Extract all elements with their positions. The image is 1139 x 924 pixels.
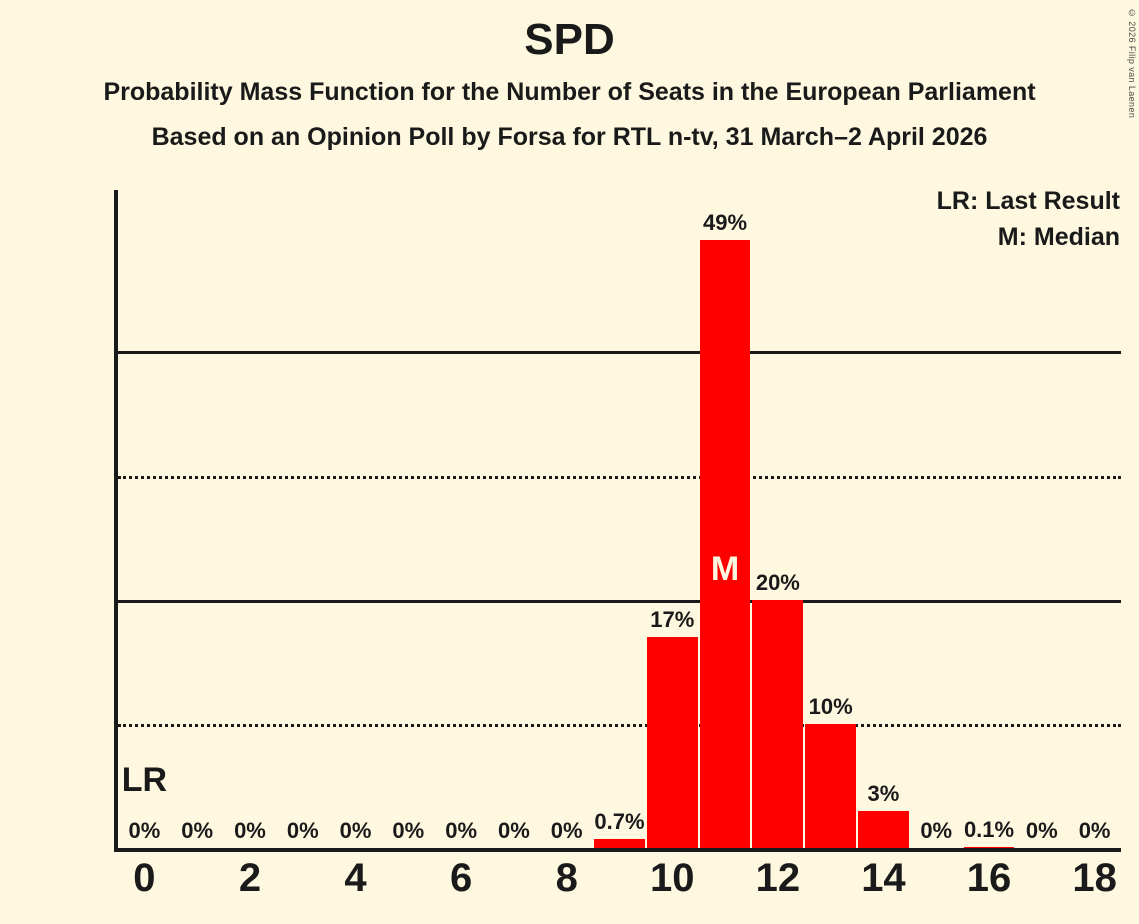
bar-value-label: 0% — [498, 818, 530, 843]
legend-item-last-result: LR: Last Result — [936, 187, 1120, 215]
bar-value-label: 17% — [650, 606, 695, 632]
bar — [594, 839, 645, 848]
x-tick-label: 6 — [450, 856, 473, 900]
bar-value-label: 0.1% — [963, 816, 1015, 842]
bar-value-label: 0% — [286, 818, 319, 843]
bar-value-label: 0% — [445, 818, 478, 843]
x-axis-line — [114, 848, 1121, 852]
x-tick-label: 0 — [133, 856, 156, 900]
chart-legend: LR: Last Result M: Median — [937, 183, 1120, 255]
gridline-10 — [118, 723, 1121, 727]
bar-value-label: 0.7% — [594, 809, 645, 835]
title-block: SPD Probability Mass Function for the Nu… — [0, 0, 1139, 150]
x-tick-label: 4 — [344, 856, 367, 900]
x-tick-label: 14 — [861, 856, 906, 900]
chart-subtitle: Probability Mass Function for the Number… — [103, 78, 1036, 106]
bar-value-label: 0% — [392, 818, 425, 843]
bar-value-label: 0% — [339, 818, 372, 843]
gridline-30 — [118, 475, 1121, 479]
bar — [699, 239, 751, 848]
bar — [963, 846, 1015, 848]
marker-last-result: LR — [121, 761, 168, 800]
bar — [752, 599, 804, 848]
y-axis-line — [114, 190, 118, 848]
gridline-20 — [118, 599, 1121, 603]
legend-item-median: M: Median — [997, 223, 1120, 251]
x-tick-label: 8 — [555, 856, 578, 900]
chart-source-subtitle: Based on an Opinion Poll by Forsa for RT… — [151, 123, 988, 151]
x-tick-label: 16 — [966, 856, 1012, 900]
bar-value-label: 0% — [1025, 818, 1058, 843]
gridline-40 — [118, 351, 1121, 355]
x-tick-label: 10 — [650, 856, 695, 900]
x-tick-label: 18 — [1072, 856, 1117, 900]
bar-value-label: 10% — [808, 693, 853, 719]
bar — [805, 723, 857, 848]
chart-title: SPD — [524, 15, 615, 64]
bar-value-label: 0% — [128, 818, 161, 843]
bar-value-label: 3% — [867, 780, 900, 806]
marker-median: M — [710, 550, 740, 589]
bar-value-label: 20% — [755, 569, 800, 595]
bar — [858, 810, 909, 848]
x-tick-label: 12 — [755, 856, 801, 900]
bar-value-label: 0% — [920, 818, 953, 843]
bar-value-label: 0% — [234, 818, 266, 843]
bar-value-label: 0% — [550, 818, 583, 843]
bar — [646, 636, 698, 848]
x-tick-label: 2 — [238, 856, 262, 900]
bar-value-label: 0% — [1078, 818, 1111, 843]
plot-area: 20%40% 0%0%0%0%0%0%0%0%0%0.7%17%49%20%10… — [114, 190, 1121, 900]
bar-value-label: 49% — [703, 209, 748, 235]
copyright-notice: © 2026 Filip van Laenen — [1127, 8, 1137, 119]
bar-value-label: 0% — [181, 818, 214, 843]
